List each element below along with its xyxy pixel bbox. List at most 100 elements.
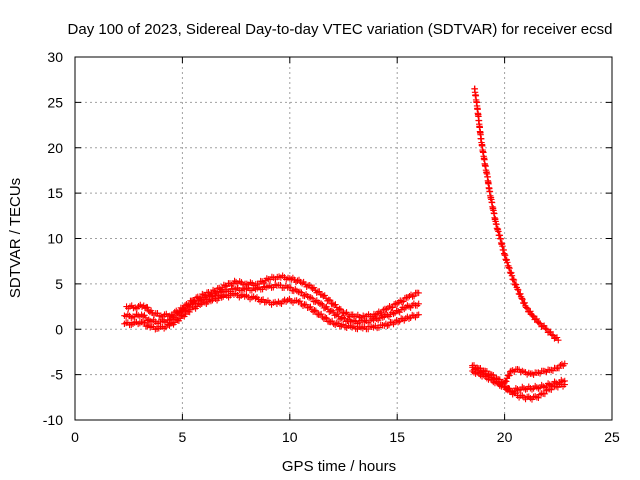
data-point-fill — [239, 284, 247, 292]
data-point-fill — [312, 307, 320, 315]
data-point-fill — [544, 380, 552, 387]
data-point-fill — [323, 314, 330, 322]
data-point-fill — [179, 312, 187, 319]
data-point-fill — [145, 321, 152, 329]
data-point-fill — [318, 310, 325, 318]
data-point-fill — [337, 306, 345, 313]
data-point-fill — [309, 308, 317, 315]
data-point-fill — [560, 362, 567, 369]
data-point-fill — [218, 294, 225, 301]
data-point-fill — [388, 309, 396, 316]
data-point-fill — [326, 296, 334, 304]
data-point-fill — [486, 371, 494, 379]
data-point-fill — [375, 308, 382, 315]
data-point-fill — [505, 385, 512, 392]
y-tick-label: 20 — [47, 140, 63, 156]
data-point-fill — [219, 284, 226, 291]
x-tick-label: 5 — [179, 429, 187, 445]
data-point-fill — [174, 310, 181, 317]
data-point-fill — [220, 281, 228, 289]
data-point-fill — [390, 310, 397, 318]
data-point-fill — [312, 298, 319, 305]
data-point-fill — [555, 365, 563, 372]
data-point-fill — [309, 295, 316, 302]
data-point-fill — [509, 276, 516, 283]
data-point-fill — [512, 389, 520, 397]
y-tick-label: 25 — [47, 94, 63, 110]
data-point-fill — [212, 295, 219, 302]
data-point-fill — [523, 304, 531, 312]
data-point-fill — [532, 382, 539, 390]
data-point-fill — [547, 328, 554, 336]
data-point-fill — [401, 317, 408, 324]
data-point-fill — [398, 298, 406, 306]
data-point-fill — [532, 393, 539, 400]
data-point-fill — [540, 322, 548, 329]
data-point-fill — [368, 323, 375, 331]
data-point-fill — [304, 304, 311, 312]
data-point-fill — [316, 288, 323, 295]
data-point-fill — [519, 383, 526, 391]
data-point-fill — [326, 318, 333, 326]
data-point-fill — [298, 289, 305, 296]
data-point-fill — [321, 292, 328, 299]
data-point-fill — [147, 307, 155, 314]
x-tick-label: 0 — [71, 429, 79, 445]
data-point-fill — [196, 301, 204, 308]
data-point-fill — [146, 308, 154, 316]
data-point-fill — [384, 312, 391, 319]
data-point-fill — [512, 281, 520, 288]
data-point-fill — [199, 290, 206, 298]
data-point-fill — [401, 294, 409, 302]
data-point-fill — [322, 314, 329, 321]
data-point-fill — [168, 313, 176, 320]
y-tick-label: -10 — [43, 412, 63, 428]
data-point-fill — [322, 304, 329, 312]
data-point-fill — [164, 321, 171, 328]
grid — [75, 57, 612, 420]
data-point-fill — [508, 272, 516, 279]
data-point-fill — [318, 300, 325, 307]
data-point-fill — [258, 278, 266, 285]
data-point-fill — [499, 380, 507, 387]
data-point-fill — [397, 297, 404, 304]
data-point-fill — [324, 297, 331, 305]
data-point-fill — [185, 302, 192, 309]
y-tick-label: 15 — [47, 185, 63, 201]
data-point-fill — [207, 297, 215, 305]
data-point-fill — [303, 283, 310, 290]
data-point-fill — [386, 303, 393, 310]
data-point-fill — [506, 372, 513, 379]
series-arc-3-lower — [469, 364, 568, 403]
data-point-fill — [315, 311, 322, 318]
data-point-fill — [282, 282, 290, 289]
data-point-fill — [287, 284, 294, 291]
data-point-fill — [144, 304, 151, 311]
data-point-fill — [339, 314, 347, 321]
data-point-fill — [559, 383, 567, 390]
data-point-fill — [399, 315, 406, 323]
data-point-fill — [480, 368, 487, 375]
data-point-fill — [506, 264, 513, 272]
series-arc-2-decay — [471, 85, 562, 344]
data-point-fill — [413, 302, 421, 309]
data-point-fill — [130, 304, 137, 312]
data-point-fill — [250, 293, 257, 300]
x-tick-label: 10 — [282, 429, 298, 445]
data-point-fill — [263, 275, 270, 282]
data-point-fill — [517, 290, 524, 297]
data-layer — [121, 85, 568, 403]
data-point-fill — [239, 291, 247, 298]
data-point-fill — [486, 184, 493, 192]
data-point-fill — [241, 280, 249, 288]
data-point-fill — [341, 310, 349, 317]
data-point-fill — [173, 316, 180, 323]
data-point-fill — [307, 294, 314, 301]
data-point-fill — [153, 325, 161, 333]
data-point-fill — [481, 161, 489, 169]
data-point-fill — [390, 320, 397, 328]
y-tick-label: 10 — [47, 231, 63, 247]
data-point-fill — [525, 369, 532, 377]
data-point-fill — [128, 321, 135, 328]
